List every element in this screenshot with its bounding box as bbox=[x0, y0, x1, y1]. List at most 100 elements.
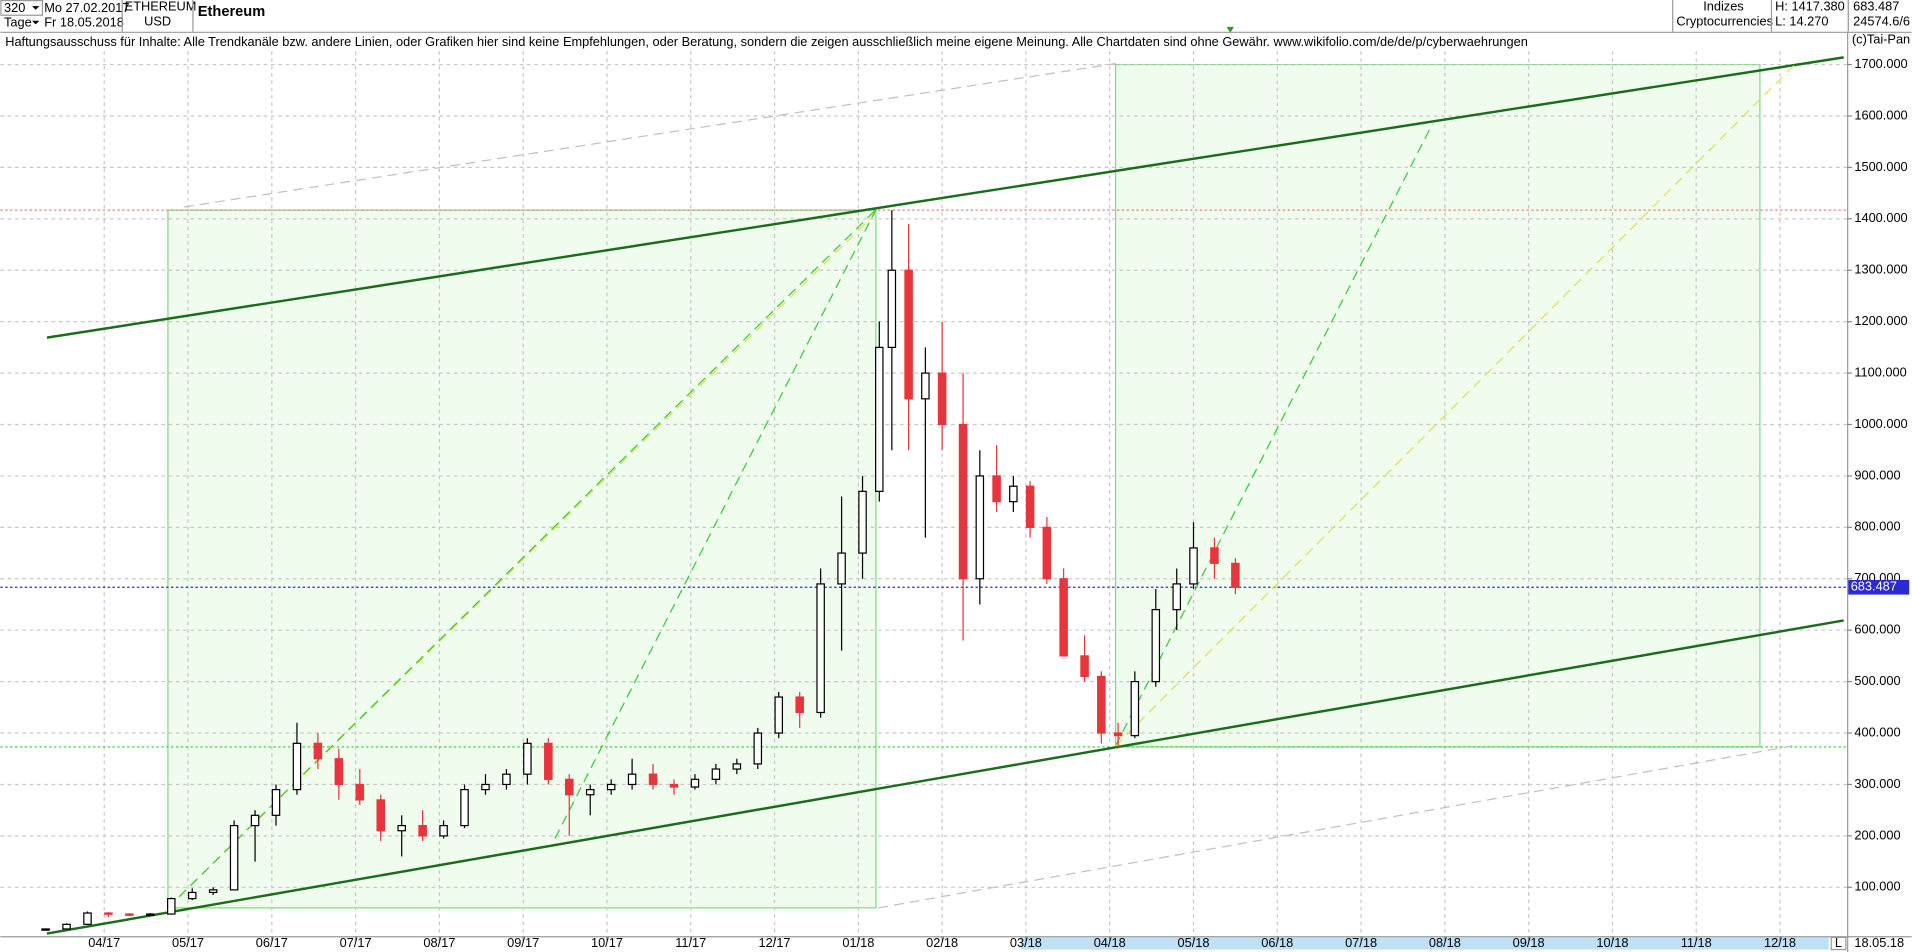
x-tick-label: 08/18 bbox=[1429, 935, 1461, 950]
trend-line bbox=[46, 56, 1844, 339]
candle-body bbox=[1097, 675, 1106, 734]
symbol: ETHEREUM bbox=[125, 0, 197, 14]
x-tick-label: 07/17 bbox=[340, 935, 372, 950]
y-tick-label: 1300.000 bbox=[1854, 262, 1907, 277]
candle-body bbox=[460, 788, 469, 827]
candle-body bbox=[732, 763, 742, 770]
x-tick-label: 04/18 bbox=[1094, 935, 1126, 950]
candle-body bbox=[523, 742, 532, 775]
candle-body bbox=[858, 490, 867, 554]
candle-body bbox=[690, 778, 700, 788]
volume: 24574.6/6 bbox=[1853, 13, 1910, 28]
y-tick-label: 1400.000 bbox=[1854, 210, 1907, 225]
candle-body bbox=[795, 696, 804, 714]
candle-body bbox=[1172, 583, 1182, 611]
candle-body bbox=[648, 773, 658, 786]
y-tick-label: 1600.000 bbox=[1854, 107, 1907, 122]
candle-body bbox=[1189, 547, 1198, 585]
candle-body bbox=[565, 778, 574, 796]
candle-body bbox=[1130, 681, 1140, 737]
candle-body bbox=[774, 696, 784, 734]
candle-body bbox=[606, 783, 616, 791]
candle-body bbox=[271, 788, 281, 816]
trend-line bbox=[167, 209, 877, 909]
candle-body bbox=[887, 269, 897, 348]
period: 320 bbox=[4, 0, 25, 15]
date-to: Fr 18.05.2018 bbox=[44, 15, 124, 30]
candle-body bbox=[904, 269, 913, 400]
x-tick-label: 06/17 bbox=[256, 935, 288, 950]
y-tick-label: 1500.000 bbox=[1854, 159, 1907, 174]
candle-body bbox=[125, 913, 134, 916]
high: H: 1417.380 bbox=[1775, 0, 1845, 14]
candle-body bbox=[418, 824, 427, 837]
subgroup: Cryptocurrencies bbox=[1676, 13, 1773, 28]
range-bar[interactable] bbox=[1020, 937, 1829, 950]
x-tick-label: 09/17 bbox=[507, 935, 539, 950]
candle-body bbox=[187, 891, 197, 900]
trend-line bbox=[554, 209, 877, 839]
candle-body bbox=[975, 475, 985, 580]
x-tick-label: 12/17 bbox=[759, 935, 791, 950]
candle-body bbox=[376, 799, 386, 832]
x-tick-label: 06/18 bbox=[1261, 935, 1293, 950]
scale-mode[interactable]: L bbox=[1835, 935, 1842, 950]
y-tick-label: 500.000 bbox=[1854, 673, 1900, 688]
unit[interactable]: Tage bbox=[4, 15, 32, 30]
candle-body bbox=[208, 889, 218, 894]
candle-body bbox=[250, 814, 260, 827]
x-tick-label: 07/18 bbox=[1345, 935, 1377, 950]
scale-button[interactable] bbox=[1830, 936, 1847, 951]
x-tick-label: 10/18 bbox=[1596, 935, 1628, 950]
candle-body bbox=[1231, 562, 1240, 588]
candle-body bbox=[816, 583, 825, 714]
candle-body bbox=[1025, 485, 1035, 528]
x-tick-label: 10/17 bbox=[591, 935, 623, 950]
last: 683.487 bbox=[1853, 0, 1899, 14]
candle-body bbox=[1080, 655, 1089, 678]
y-tick-label: 400.000 bbox=[1854, 724, 1900, 739]
candle-body bbox=[875, 346, 884, 492]
x-tick-label: 02/18 bbox=[926, 935, 958, 950]
candle-body bbox=[627, 773, 637, 786]
candle-body bbox=[669, 783, 679, 788]
candle-body bbox=[313, 742, 323, 760]
low: L: 14.270 bbox=[1775, 13, 1828, 28]
x-tick-label: 11/18 bbox=[1681, 935, 1712, 950]
trend-line bbox=[878, 745, 1793, 909]
date-from: Mo 27.02.2017 bbox=[44, 0, 129, 15]
candle-body bbox=[292, 742, 302, 791]
candle-body bbox=[41, 928, 50, 931]
period-box[interactable] bbox=[0, 0, 44, 16]
y-tick-label: 200.000 bbox=[1854, 827, 1900, 842]
candle-body bbox=[146, 913, 155, 916]
candle-body bbox=[355, 783, 365, 801]
trend-line bbox=[46, 619, 1844, 935]
x-tick-label: 05/17 bbox=[172, 935, 204, 950]
trend-line bbox=[183, 62, 1116, 208]
candle-body bbox=[958, 423, 968, 580]
x-tick-label: 04/17 bbox=[88, 935, 120, 950]
trend-line bbox=[1115, 60, 1799, 747]
candle-body bbox=[62, 923, 71, 930]
candle-body bbox=[937, 372, 947, 426]
currency: USD bbox=[144, 13, 171, 28]
price-tag bbox=[1848, 579, 1910, 595]
candle-body bbox=[104, 912, 113, 915]
price-tag-label: 683.487 bbox=[1851, 579, 1897, 594]
y-tick-label: 300.000 bbox=[1854, 776, 1900, 791]
candle-body bbox=[439, 824, 448, 837]
y-tick-label: 1200.000 bbox=[1854, 313, 1907, 328]
candle-body bbox=[585, 788, 595, 796]
marker bbox=[1226, 26, 1234, 33]
y-tick-label: 600.000 bbox=[1854, 622, 1900, 637]
y-tick-label: 1000.000 bbox=[1854, 416, 1907, 431]
candle-body bbox=[334, 758, 344, 786]
candle-body bbox=[544, 742, 553, 780]
trend-line bbox=[1115, 123, 1433, 747]
candle-body bbox=[1113, 732, 1123, 737]
y-tick-label: 1700.000 bbox=[1854, 56, 1907, 71]
copyright: (c)Tai-Pan bbox=[1852, 32, 1910, 47]
x-tick-label: 05/18 bbox=[1178, 935, 1210, 950]
